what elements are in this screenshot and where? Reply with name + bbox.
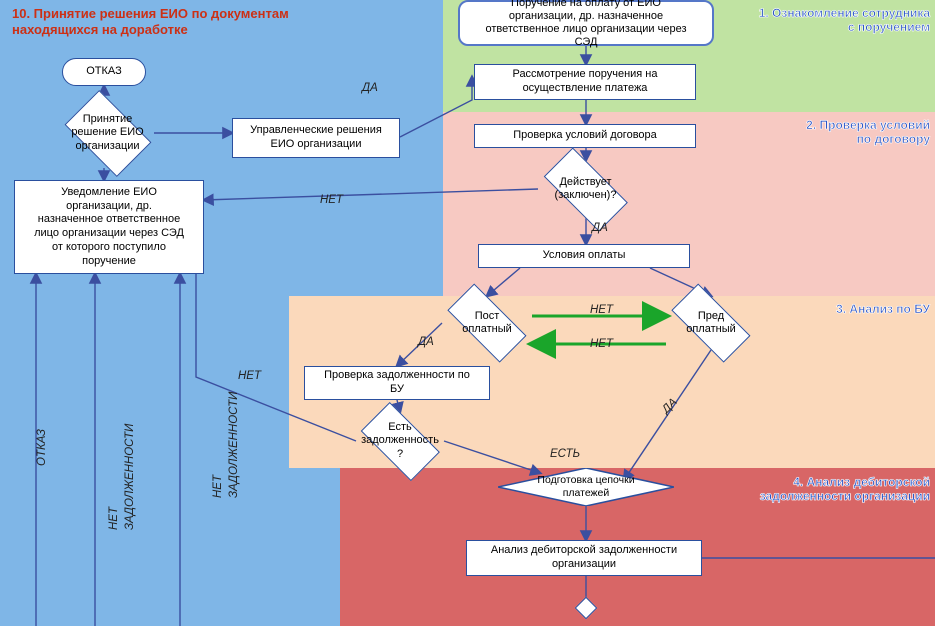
node-usloviya: Условия оплаты — [478, 244, 690, 268]
node-uprav: Управленческие решенияЕИО организации — [232, 118, 400, 158]
node-prinyatie: Принятиерешение ЕИОорганизации — [60, 98, 155, 168]
node-otkaz: ОТКАЗ — [62, 58, 146, 86]
section-title-s2: 2. Проверка условийпо договору — [780, 118, 930, 147]
node-pred: Предоплатный — [666, 296, 756, 350]
edge-label-net2: НЕТ — [590, 304, 613, 316]
section-title-s1: 1. Ознакомление сотрудникас поручением — [740, 6, 930, 35]
node-deist: Действует(заключен)? — [538, 160, 633, 218]
node-post: Постоплатный — [442, 296, 532, 350]
edge-label-est: ЕСТЬ — [550, 448, 580, 460]
node-rassm: Рассмотрение поручения наосуществление п… — [474, 64, 696, 100]
edge-label-da1: ДА — [362, 82, 378, 94]
edge-label-net3: НЕТ — [590, 338, 613, 350]
section-title-s4: 4. Анализ дебиторскойзадолженности орган… — [730, 475, 930, 504]
node-podg: Подготовка цепочкиплатежей — [498, 468, 674, 506]
node-analiz: Анализ дебиторской задолженностиорганиза… — [466, 540, 702, 576]
vlabel-v_net2: НЕТ — [212, 475, 224, 498]
edge-label-da2: ДА — [592, 222, 608, 234]
edge-label-net1: НЕТ — [320, 194, 343, 206]
section-10-title: 10. Принятие решения ЕИО по документамна… — [12, 6, 289, 39]
node-prov_zad: Проверка задолженности поБУ — [304, 366, 490, 400]
vlabel-v_net1: НЕТ — [108, 507, 120, 530]
node-est_zad: Естьзадолженность? — [356, 412, 444, 470]
node-poruch: Поручение на оплату от ЕИОорганизации, д… — [458, 0, 714, 46]
node-uved: Уведомление ЕИОорганизации, др.назначенн… — [14, 180, 204, 274]
section-title-s3: 3. Анализ по БУ — [820, 302, 930, 316]
edge-label-net_v: НЕТ — [238, 370, 261, 382]
node-prov_dog: Проверка условий договора — [474, 124, 696, 148]
edge-label-da3: ДА — [418, 336, 434, 348]
vlabel-v_otkaz: ОТКАЗ — [36, 429, 48, 466]
